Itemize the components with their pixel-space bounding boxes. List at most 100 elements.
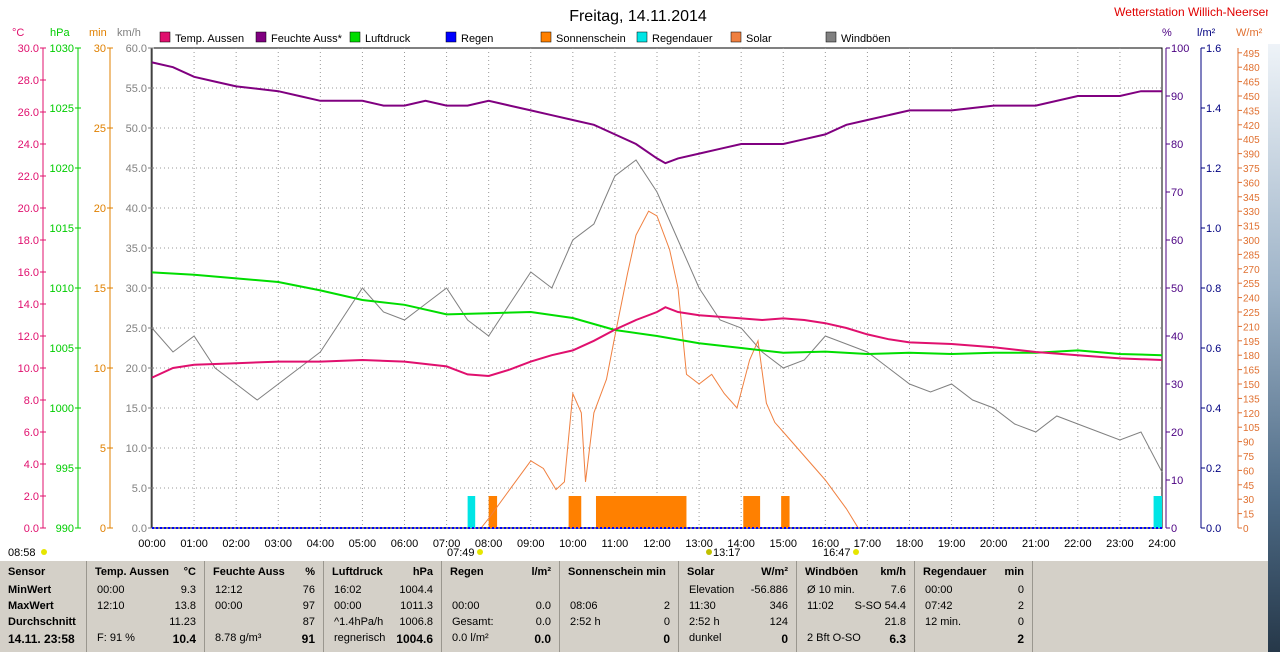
- solar-tick-label: 465: [1243, 78, 1260, 89]
- pressure-tick-label: 1030: [50, 43, 74, 55]
- time-markers: 08:58 07:49 13:17 16:47: [8, 547, 859, 559]
- temp-tick-label: 30.0: [18, 43, 39, 55]
- solar-tick-label: 480: [1243, 63, 1260, 74]
- wind-gust-line: [151, 159, 1163, 473]
- rain-row-value: 0.0: [535, 616, 551, 628]
- legend-label: Regen: [461, 33, 493, 45]
- legend-swatch: [445, 31, 457, 43]
- pressure-tick-label: 990: [56, 523, 74, 535]
- sunshine-row-value: 0: [663, 632, 670, 646]
- x-tick-label: 00:00: [138, 538, 166, 550]
- solar-tick-label: 210: [1243, 322, 1260, 333]
- x-tick-label: 24:00: [1148, 538, 1176, 550]
- x-tick-label: 22:00: [1064, 538, 1092, 550]
- solar-tick-label: 120: [1243, 409, 1260, 420]
- minutes-tick-label: 0: [100, 523, 106, 535]
- temp-tick-label: 26.0: [18, 107, 39, 119]
- wind-tick-label: 0.0: [132, 523, 147, 535]
- legend-label: Feuchte Auss*: [271, 33, 343, 45]
- x-tick-label: 11:00: [602, 538, 629, 550]
- solar-tick-label: 180: [1243, 351, 1260, 362]
- rain_duration-row-note: 00:00: [925, 584, 953, 596]
- wind-tick-label: 60.0: [126, 43, 147, 55]
- pressure-row-value: 1004.4: [399, 584, 433, 596]
- time-marker-dot: [706, 549, 712, 555]
- humidity-tick-label: 50: [1171, 283, 1183, 295]
- temp-row-value: 13.8: [174, 600, 196, 612]
- rain-duration-bar: [467, 496, 476, 528]
- minutes-tick-label: 20: [94, 203, 106, 215]
- sunshine-bar: [595, 496, 687, 528]
- solar-tick-label: 300: [1243, 236, 1260, 247]
- x-tick-label: 01:00: [180, 538, 208, 550]
- pressure-tick-label: 1000: [50, 403, 74, 415]
- pressure-row-note: 16:02: [334, 584, 362, 596]
- chart-title: Freitag, 14.11.2014: [569, 8, 707, 25]
- minutes-tick-label: 30: [94, 43, 106, 55]
- humidity-tick-label: 10: [1171, 475, 1183, 487]
- temp-tick-label: 28.0: [18, 75, 39, 87]
- solar-tick-label: 0: [1243, 524, 1249, 535]
- wind-tick-label: 45.0: [126, 163, 147, 175]
- humidity-row-note: 8.78 g/m³: [215, 632, 262, 644]
- rain-row-value: 0.0: [534, 632, 551, 646]
- x-tick-label: 15:00: [769, 538, 797, 550]
- sensor-header: Sensor: [8, 566, 46, 578]
- humidity-row-value: 91: [301, 632, 315, 646]
- x-tick-label: 21:00: [1022, 538, 1050, 550]
- rain-row-value: 0.0: [535, 600, 551, 612]
- humidity-tick-label: 100: [1171, 43, 1189, 55]
- pressure-tick-label: 1020: [50, 163, 74, 175]
- legend-swatch: [540, 31, 552, 43]
- temp-tick-label: 22.0: [18, 171, 39, 183]
- sensor-row-label: Durchschnitt: [8, 616, 76, 628]
- solar-tick-label: 420: [1243, 121, 1260, 132]
- solar-tick-label: 165: [1243, 366, 1260, 377]
- time-marker-label: 07:49: [447, 547, 475, 559]
- rain_duration-row-value: 0: [1017, 584, 1024, 596]
- rain-duration-bar: [1153, 496, 1162, 528]
- solar-tick-label: 255: [1243, 279, 1260, 290]
- temp-tick-label: 20.0: [18, 203, 39, 215]
- humidity-header: Feuchte Auss: [213, 566, 285, 578]
- wind-tick-label: 5.0: [132, 483, 147, 495]
- legend-label: Solar: [746, 33, 772, 45]
- solar-tick-label: 435: [1243, 106, 1260, 117]
- temp-tick-label: 4.0: [24, 459, 39, 471]
- minutes-unit-label: min: [89, 27, 107, 39]
- solar-unit: W/m²: [761, 566, 788, 578]
- sensor-row-label: MinWert: [8, 584, 52, 596]
- wind-row-value: 21.8: [884, 616, 906, 628]
- solar-tick-label: 45: [1243, 481, 1255, 492]
- solar-column: Solar W/m² Elevation -56.886 11:30 346 2:52 h 1…: [679, 561, 797, 652]
- humidity-tick-label: 80: [1171, 139, 1183, 151]
- sensor-row-label: MaxWert: [8, 600, 54, 612]
- solar-row-value: 346: [769, 600, 788, 612]
- temp-tick-label: 10.0: [18, 363, 39, 375]
- wind-tick-label: 30.0: [126, 283, 147, 295]
- legend-swatch: [159, 31, 171, 43]
- wind-row-value: 7.6: [890, 584, 906, 596]
- solar-tick-label: 30: [1243, 495, 1255, 506]
- rain-tick-label: 0.6: [1206, 343, 1221, 355]
- pressure-row-note: ^1.4hPa/h: [334, 616, 384, 628]
- rain-row-note: 00:00: [452, 600, 480, 612]
- time-marker-label: 08:58: [8, 547, 36, 559]
- solar-tick-label: 135: [1243, 394, 1260, 405]
- temperature-line: [151, 306, 1163, 379]
- solar-tick-label: 390: [1243, 150, 1260, 161]
- minutes-tick-label: 10: [94, 363, 106, 375]
- rain_duration-row-note: 07:42: [925, 600, 953, 612]
- x-tick-label: 08:00: [475, 538, 503, 550]
- legend-swatch: [825, 31, 837, 43]
- pressure-tick-label: 1010: [50, 283, 74, 295]
- solar-row-note: 11:30: [689, 600, 716, 612]
- humidity-tick-label: 0: [1171, 523, 1177, 535]
- wind-row-note: 11:02: [807, 600, 834, 612]
- wind-tick-label: 10.0: [126, 443, 147, 455]
- rain-tick-label: 0.2: [1206, 463, 1221, 475]
- humidity-tick-label: 90: [1171, 91, 1183, 103]
- solar-tick-label: 90: [1243, 438, 1255, 449]
- chart-series: [151, 61, 1163, 529]
- rain-tick-label: 1.2: [1206, 163, 1221, 175]
